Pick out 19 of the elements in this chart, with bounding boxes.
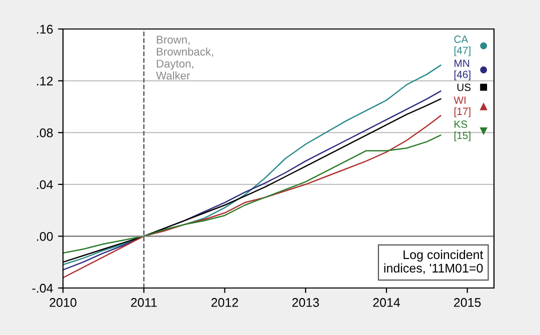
- legend-label: US: [457, 84, 471, 92]
- y-tick-label: -.04: [32, 284, 53, 293]
- x-tick-label: 2010: [50, 298, 76, 307]
- x-tick-label: 2013: [292, 298, 319, 307]
- x-tick-label: 2015: [454, 298, 481, 307]
- x-tick-label: 2014: [373, 298, 400, 307]
- y-tick-label: .04: [37, 180, 53, 190]
- legend-label: KS [15]: [454, 120, 470, 142]
- x-tick-label: 2012: [211, 298, 238, 307]
- y-tick-label: .08: [37, 128, 53, 138]
- legend-label: CA [47]: [454, 36, 470, 56]
- annotation: Log coincident indices, '11M01=0: [384, 250, 484, 274]
- x-tick-label: 2011: [131, 298, 157, 307]
- ref-line-label: Brown, Brownback, Dayton, Walker: [156, 36, 214, 80]
- y-tick-label: .00: [37, 232, 53, 241]
- legend-label: WI [17]: [454, 96, 470, 118]
- y-tick-label: .16: [37, 24, 53, 34]
- y-tick-label: .12: [37, 76, 53, 86]
- legend-label: MN [46]: [454, 60, 470, 80]
